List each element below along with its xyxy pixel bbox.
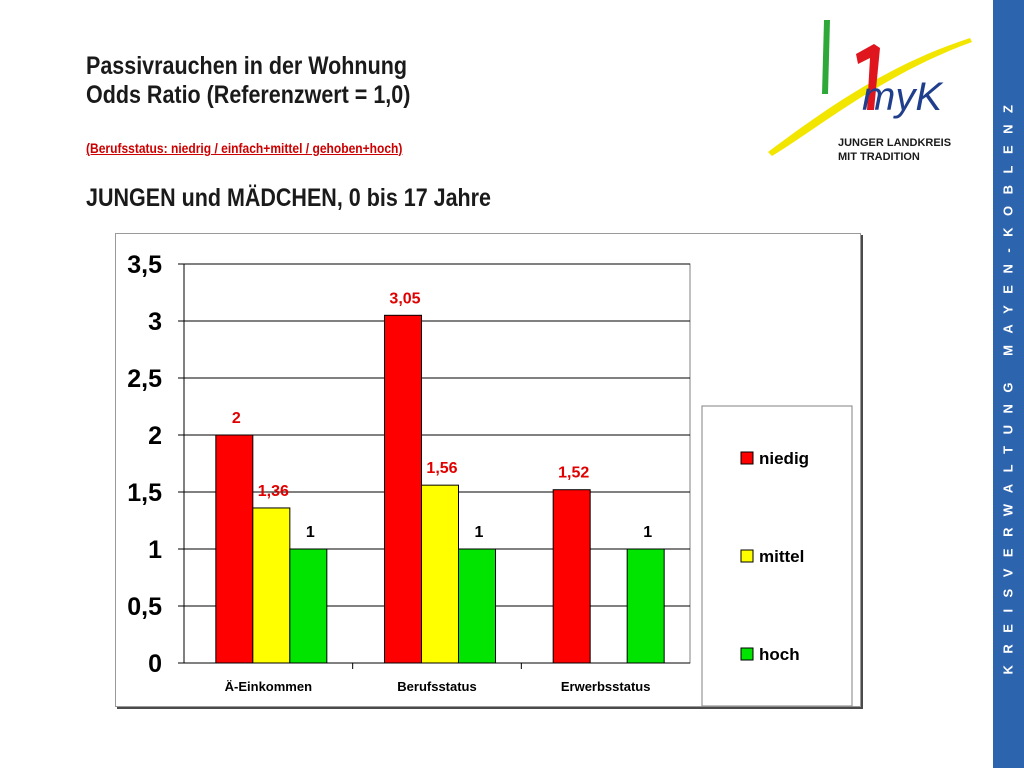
logo-line2: MIT TRADITION [838,151,920,163]
logo-yellow-swoosh [768,38,972,156]
bar [289,548,328,664]
data-label: 1,36 [258,483,289,500]
bar [626,548,665,664]
data-label: 3,05 [389,290,420,307]
bar [252,507,291,664]
legend-label: hoch [759,645,800,664]
y-tick-label: 2 [148,422,162,450]
bar [421,484,459,664]
legend-swatch [740,647,754,661]
y-tick-label: 0 [148,650,162,678]
berufsstatus-note: (Berufsstatus: niedrig / einfach+mittel … [86,140,403,156]
x-tick-label: Ä-Einkommen [225,679,312,694]
logo-red-stroke [856,44,880,110]
logo-mark: myK [862,75,944,119]
page-title: Passivrauchen in der Wohnung [86,52,407,80]
legend-swatch [740,451,754,465]
data-label: 1 [475,524,484,541]
logo: myK JUNGER LANDKREIS MIT TRADITION [768,20,972,163]
sidebar-strip [993,0,1024,768]
data-label: 1,56 [426,460,457,477]
bar [552,489,591,664]
x-tick-label: Berufsstatus [397,679,476,694]
y-tick-label: 3,5 [127,251,162,279]
y-tick-label: 0,5 [127,593,162,621]
data-label: 2 [232,410,241,427]
bar [384,314,422,664]
page-subtitle-odds-ratio: Odds Ratio (Referenzwert = 1,0) [86,81,411,109]
data-label: 1,52 [558,465,589,482]
y-tick-label: 3 [148,308,162,336]
logo-line1: JUNGER LANDKREIS [838,137,951,149]
y-tick-label: 1 [148,536,162,564]
legend-label: niedig [759,449,809,468]
legend-label: mittel [759,547,804,566]
y-tick-label: 1,5 [127,479,162,507]
group-title: JUNGEN und MÄDCHEN, 0 bis 17 Jahre [86,184,492,212]
legend-swatch [740,549,754,563]
title-block: Passivrauchen in der Wohnung Odds Ratio … [86,52,463,110]
logo-green-stroke [822,20,830,94]
bar [215,434,254,664]
bar [458,548,496,664]
data-label: 1 [643,524,652,541]
legend [701,405,853,707]
data-label: 1 [306,524,315,541]
x-tick-label: Erwerbsstatus [561,679,651,694]
y-tick-label: 2,5 [127,365,162,393]
